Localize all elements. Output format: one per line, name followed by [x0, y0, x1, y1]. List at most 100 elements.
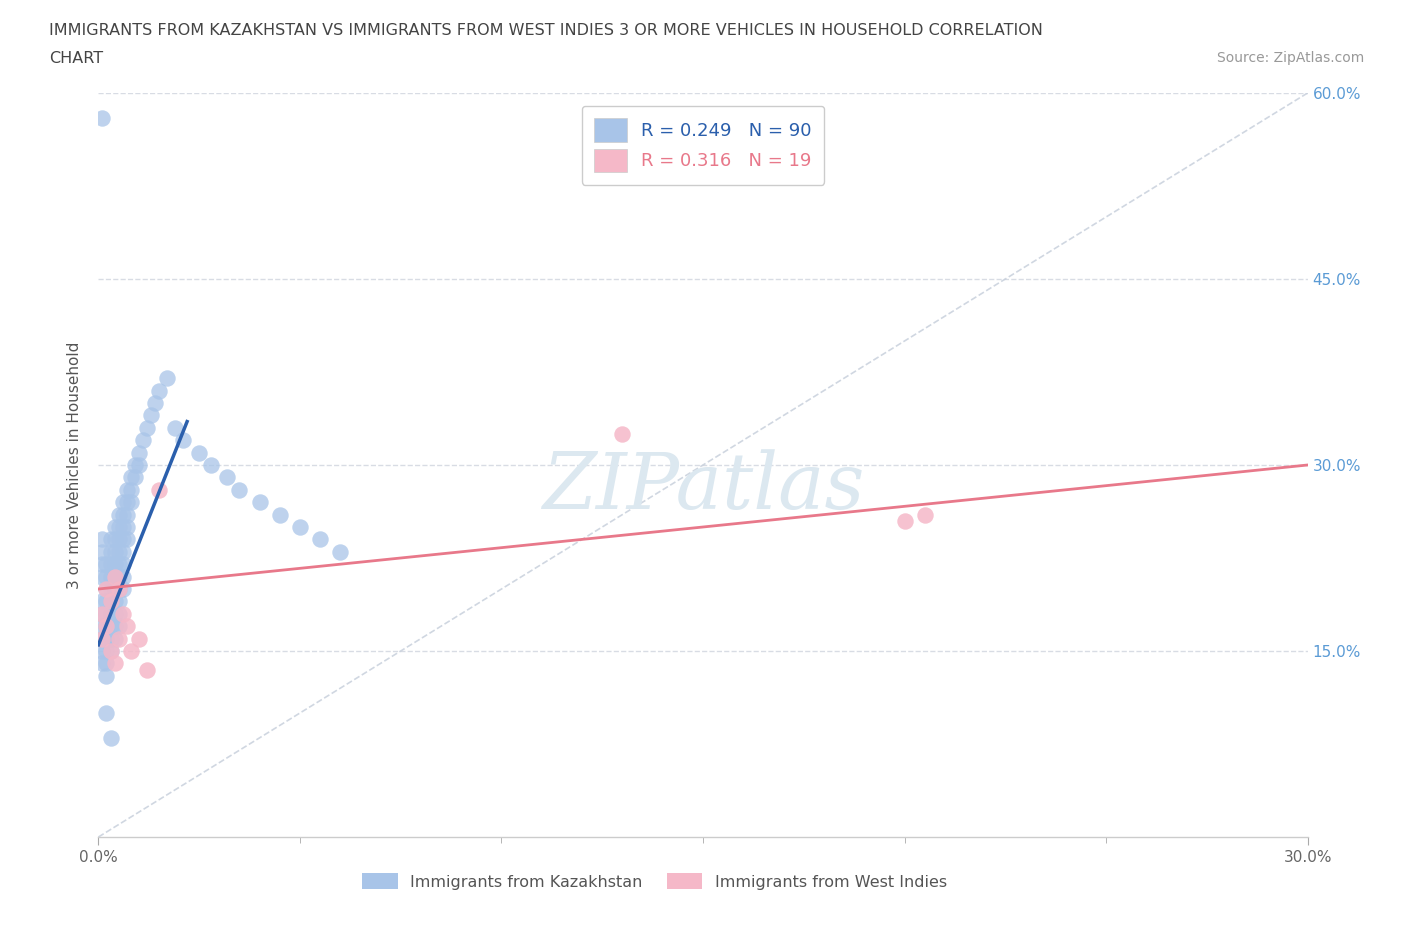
- Point: [115, 483, 138, 498]
- Point: [128, 445, 150, 460]
- Point: [96, 618, 118, 633]
- Point: [91, 569, 114, 584]
- Point: [111, 520, 134, 535]
- Point: [96, 669, 118, 684]
- Point: [612, 427, 634, 442]
- Text: ZIPatlas: ZIPatlas: [541, 449, 865, 525]
- Point: [115, 618, 138, 633]
- Point: [96, 581, 118, 596]
- Point: [100, 606, 122, 621]
- Point: [111, 532, 134, 547]
- Point: [329, 544, 352, 559]
- Point: [288, 520, 311, 535]
- Point: [269, 507, 291, 522]
- Point: [111, 495, 134, 510]
- Point: [103, 557, 125, 572]
- Point: [100, 532, 122, 547]
- Point: [115, 520, 138, 535]
- Point: [128, 458, 150, 472]
- Point: [111, 544, 134, 559]
- Point: [91, 656, 114, 671]
- Point: [111, 581, 134, 596]
- Point: [103, 569, 125, 584]
- Point: [100, 569, 122, 584]
- Point: [103, 581, 125, 596]
- Point: [100, 544, 122, 559]
- Point: [107, 569, 129, 584]
- Legend: Immigrants from Kazakhstan, Immigrants from West Indies: Immigrants from Kazakhstan, Immigrants f…: [356, 867, 953, 896]
- Point: [228, 483, 250, 498]
- Point: [120, 644, 142, 658]
- Point: [103, 594, 125, 609]
- Y-axis label: 3 or more Vehicles in Household: 3 or more Vehicles in Household: [67, 341, 83, 589]
- Point: [124, 458, 146, 472]
- Point: [100, 631, 122, 646]
- Text: Source: ZipAtlas.com: Source: ZipAtlas.com: [1216, 51, 1364, 65]
- Point: [103, 618, 125, 633]
- Point: [107, 594, 129, 609]
- Point: [107, 606, 129, 621]
- Point: [139, 408, 162, 423]
- Text: IMMIGRANTS FROM KAZAKHSTAN VS IMMIGRANTS FROM WEST INDIES 3 OR MORE VEHICLES IN : IMMIGRANTS FROM KAZAKHSTAN VS IMMIGRANTS…: [49, 23, 1043, 38]
- Point: [96, 569, 118, 584]
- Point: [107, 631, 129, 646]
- Point: [91, 606, 114, 621]
- Point: [103, 656, 125, 671]
- Point: [96, 644, 118, 658]
- Point: [103, 544, 125, 559]
- Point: [91, 618, 114, 633]
- Point: [100, 644, 122, 658]
- Point: [172, 432, 194, 447]
- Point: [111, 507, 134, 522]
- Point: [200, 458, 222, 472]
- Point: [120, 495, 142, 510]
- Point: [914, 507, 936, 522]
- Point: [91, 644, 114, 658]
- Point: [96, 618, 118, 633]
- Point: [107, 618, 129, 633]
- Point: [96, 706, 118, 721]
- Point: [120, 470, 142, 485]
- Point: [100, 644, 122, 658]
- Point: [91, 606, 114, 621]
- Point: [124, 470, 146, 485]
- Point: [96, 631, 118, 646]
- Point: [107, 544, 129, 559]
- Point: [103, 631, 125, 646]
- Point: [120, 483, 142, 498]
- Point: [100, 618, 122, 633]
- Point: [128, 631, 150, 646]
- Point: [96, 656, 118, 671]
- Point: [107, 581, 129, 596]
- Point: [96, 557, 118, 572]
- Point: [100, 557, 122, 572]
- Point: [107, 557, 129, 572]
- Point: [115, 495, 138, 510]
- Point: [107, 507, 129, 522]
- Point: [115, 507, 138, 522]
- Point: [103, 606, 125, 621]
- Point: [91, 557, 114, 572]
- Point: [91, 532, 114, 547]
- Point: [188, 445, 211, 460]
- Point: [156, 371, 179, 386]
- Point: [148, 483, 170, 498]
- Point: [91, 594, 114, 609]
- Point: [135, 420, 157, 435]
- Point: [115, 532, 138, 547]
- Point: [100, 730, 122, 745]
- Point: [96, 581, 118, 596]
- Point: [96, 606, 118, 621]
- Point: [163, 420, 186, 435]
- Point: [107, 520, 129, 535]
- Point: [91, 631, 114, 646]
- Point: [91, 544, 114, 559]
- Point: [100, 594, 122, 609]
- Point: [148, 383, 170, 398]
- Point: [893, 513, 915, 528]
- Point: [91, 111, 114, 126]
- Point: [132, 432, 155, 447]
- Point: [103, 520, 125, 535]
- Text: CHART: CHART: [49, 51, 103, 66]
- Point: [309, 532, 332, 547]
